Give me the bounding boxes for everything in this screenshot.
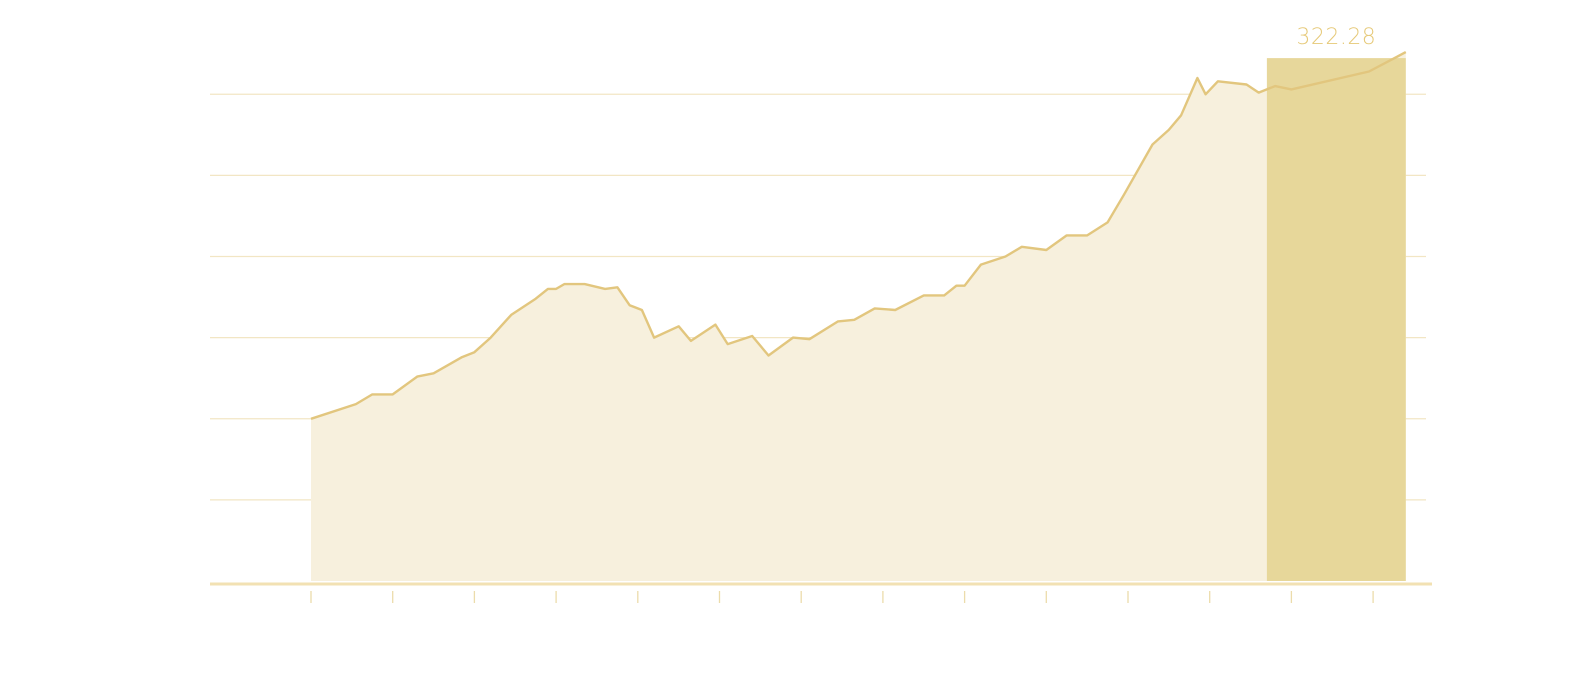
highlight-bar [1266,58,1406,581]
highlight-value-label: 322.28 [1296,25,1376,50]
series-line [310,51,1407,420]
x-axis [210,582,1432,603]
highlight-period [1266,58,1406,581]
area-fill [311,52,1406,582]
line-series [310,51,1407,420]
area-series [311,52,1406,582]
